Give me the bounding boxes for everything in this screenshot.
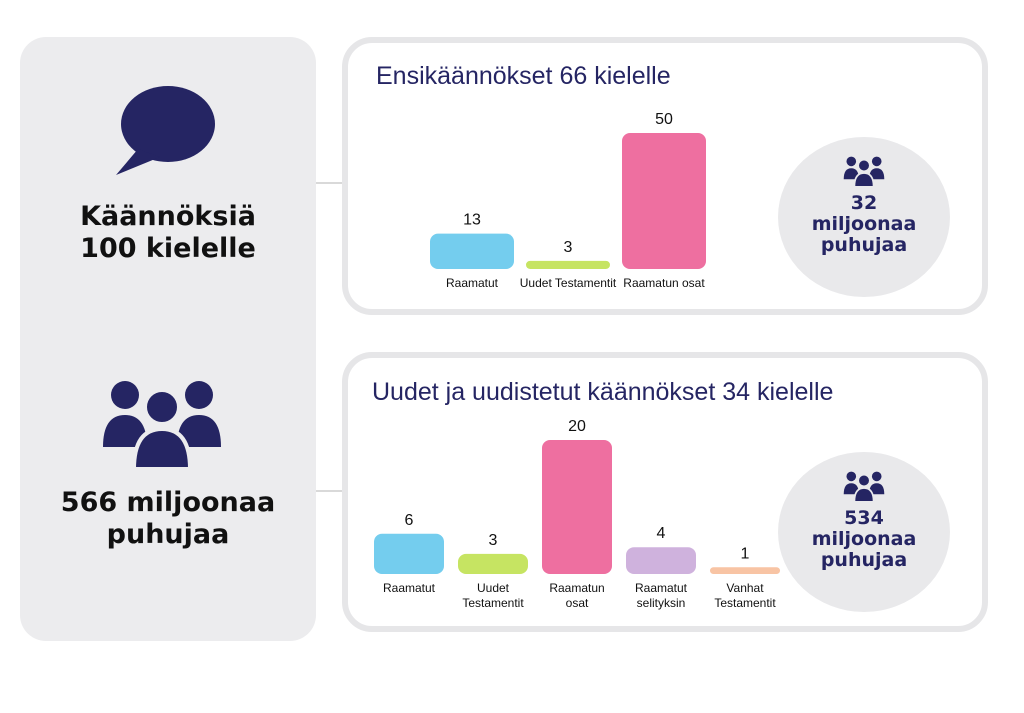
stat-languages-line2: 100 kielelle: [80, 233, 256, 264]
speakers-count: 534: [844, 507, 884, 529]
bar: [710, 567, 780, 574]
category-label: Testamentit: [462, 596, 524, 610]
people-group-icon: [843, 471, 885, 502]
first-translations-chart: 13 Raamatut 3 Uudet Testamentit 50 Raamatun o…: [430, 111, 706, 290]
category-label: selityksin: [637, 596, 686, 610]
updated-translations-panel: Uudet ja uudistetut käännökset 34 kielel…: [342, 352, 988, 632]
speakers-circle-first: 32 miljoonaa puhujaa: [778, 137, 950, 297]
bar: [430, 233, 514, 269]
category-label: Testamentit: [714, 596, 776, 610]
category-label: Raamatut: [446, 276, 499, 290]
summary-card: Käännöksiä 100 kielelle 566 miljoonaa pu…: [20, 37, 316, 641]
category-label: Uudet: [477, 581, 510, 595]
data-label: 6: [405, 512, 414, 529]
category-label: Raamatun osat: [623, 276, 705, 290]
stat-languages-line1: Käännöksiä: [80, 201, 256, 232]
people-group-icon: [843, 156, 885, 187]
bar: [626, 547, 696, 574]
category-label: Raamatut: [635, 581, 688, 595]
speakers-circle-updated: 534 miljoonaa puhujaa: [778, 452, 950, 612]
data-label: 3: [489, 532, 498, 549]
bar: [458, 553, 528, 574]
data-label: 1: [741, 545, 750, 562]
connector-line-top: [316, 182, 344, 184]
speakers-count: 32: [850, 192, 878, 214]
people-group-icon: [103, 381, 221, 469]
speech-bubble-icon: [116, 86, 215, 175]
data-label: 20: [568, 418, 586, 435]
speakers-label: puhujaa: [820, 234, 908, 256]
stat-speakers-line1: 566 miljoonaa: [60, 487, 276, 518]
category-label: osat: [566, 596, 589, 610]
bar: [622, 133, 706, 269]
speakers-label: puhujaa: [820, 549, 908, 571]
category-label: Vanhat: [726, 581, 764, 595]
first-translations-title: Ensikäännökset 66 kielelle: [376, 62, 671, 90]
bar: [542, 440, 612, 574]
updated-translations-chart: 6Raamatut3UudetTestamentit20Raamatunosat…: [374, 418, 780, 610]
speakers-unit: miljoonaa: [811, 213, 917, 235]
data-label: 4: [657, 525, 666, 542]
data-label: 3: [564, 239, 573, 256]
stat-speakers-line2: puhujaa: [106, 519, 230, 550]
category-label: Raamatun: [549, 581, 604, 595]
data-label: 50: [655, 111, 673, 128]
speakers-unit: miljoonaa: [811, 528, 917, 550]
connector-line-bottom: [316, 490, 344, 492]
first-translations-panel: Ensikäännökset 66 kielelle 13 Raamatut 3 Uu…: [342, 37, 988, 315]
category-label: Uudet Testamentit: [520, 276, 617, 290]
bar: [374, 533, 444, 574]
bar: [526, 260, 610, 269]
category-label: Raamatut: [383, 581, 436, 595]
data-label: 13: [463, 212, 481, 229]
updated-translations-title: Uudet ja uudistetut käännökset 34 kielel…: [372, 378, 834, 406]
